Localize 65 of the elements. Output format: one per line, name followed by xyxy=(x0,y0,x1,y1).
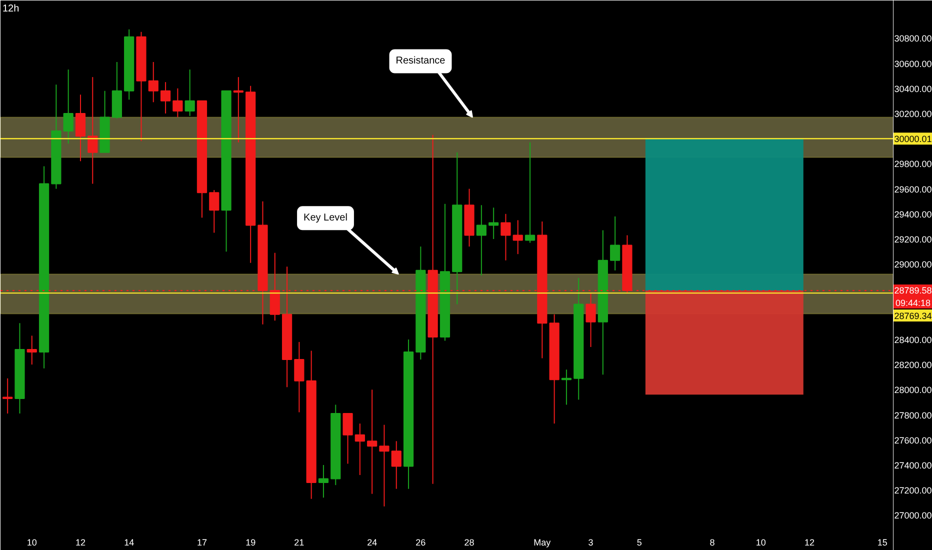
y-tick-label: 28000.00 xyxy=(894,385,932,396)
x-tick-label: 28 xyxy=(464,538,474,548)
candlestick xyxy=(26,335,37,366)
x-tick-label: 26 xyxy=(416,538,426,548)
x-tick-label: 17 xyxy=(196,538,207,548)
band-label: Key Level xyxy=(304,212,348,224)
candlestick xyxy=(586,292,596,348)
x-tick-label: 24 xyxy=(367,538,378,548)
candlestick xyxy=(148,62,158,103)
x-tick-label: May xyxy=(534,538,552,548)
candlestick xyxy=(367,389,378,494)
x-tick-label: 10 xyxy=(26,538,37,548)
y-tick-label: 30400.00 xyxy=(894,84,932,94)
candlestick xyxy=(75,94,86,162)
candlestick xyxy=(561,369,572,406)
y-tick-label: 29800.00 xyxy=(894,159,932,170)
x-tick-label: 10 xyxy=(756,538,766,548)
y-tick-label: 30600.00 xyxy=(894,58,932,69)
x-tick-label: 5 xyxy=(636,538,642,548)
y-tick-label: 29400.00 xyxy=(894,209,932,220)
candlestick xyxy=(476,204,486,276)
x-tick-label: 12 xyxy=(75,538,86,548)
y-tick-label: 28200.00 xyxy=(894,360,932,370)
candlestick xyxy=(184,69,195,116)
y-tick-label: 27000.00 xyxy=(894,510,932,521)
candlestick xyxy=(500,213,511,261)
x-tick-label: 15 xyxy=(877,538,888,548)
candlestick xyxy=(88,76,98,184)
y-tick-label: 27200.00 xyxy=(894,486,932,496)
y-tick-label: 29600.00 xyxy=(894,184,932,194)
x-tick-label: 3 xyxy=(588,538,594,548)
y-tick-label: 27400.00 xyxy=(894,460,932,470)
y-tick-label: 27800.00 xyxy=(894,410,932,420)
candlestick xyxy=(524,142,536,244)
candlestick xyxy=(2,378,13,414)
ref-line-label: 30000.01 xyxy=(894,134,932,144)
candlestick xyxy=(342,413,353,464)
y-tick-label: 28400.00 xyxy=(894,334,932,345)
candlestick xyxy=(512,220,523,255)
candlestick xyxy=(610,216,620,271)
y-tick-label: 29000.00 xyxy=(894,260,932,270)
candlestick xyxy=(318,464,329,498)
x-tick-label: 21 xyxy=(294,538,304,548)
y-tick-label: 30200.00 xyxy=(894,108,932,119)
candlestick xyxy=(63,69,74,144)
x-tick-label: 14 xyxy=(124,538,134,548)
candlestick xyxy=(488,207,499,240)
band-label: Resistance xyxy=(396,56,446,67)
y-tick-label: 29200.00 xyxy=(894,234,932,245)
candlestick xyxy=(354,423,365,476)
chart-title: 12h xyxy=(2,4,20,14)
ref-line-label: 28769.34 xyxy=(894,311,932,322)
candlestick xyxy=(294,341,304,413)
x-tick-label: 8 xyxy=(710,538,715,548)
x-tick-label: 12 xyxy=(804,538,814,548)
y-tick-label: 30800.00 xyxy=(894,34,932,44)
candlestick xyxy=(379,424,390,507)
candlestick xyxy=(391,440,402,490)
candlestick xyxy=(160,82,171,114)
candlestick xyxy=(172,88,183,118)
candlestick xyxy=(233,76,244,143)
x-tick-label: 19 xyxy=(246,538,256,548)
y-tick-label: 27600.00 xyxy=(894,435,932,446)
candlestick xyxy=(209,190,220,234)
ref-line-label: 28789.58 09:44:18 xyxy=(894,285,932,308)
